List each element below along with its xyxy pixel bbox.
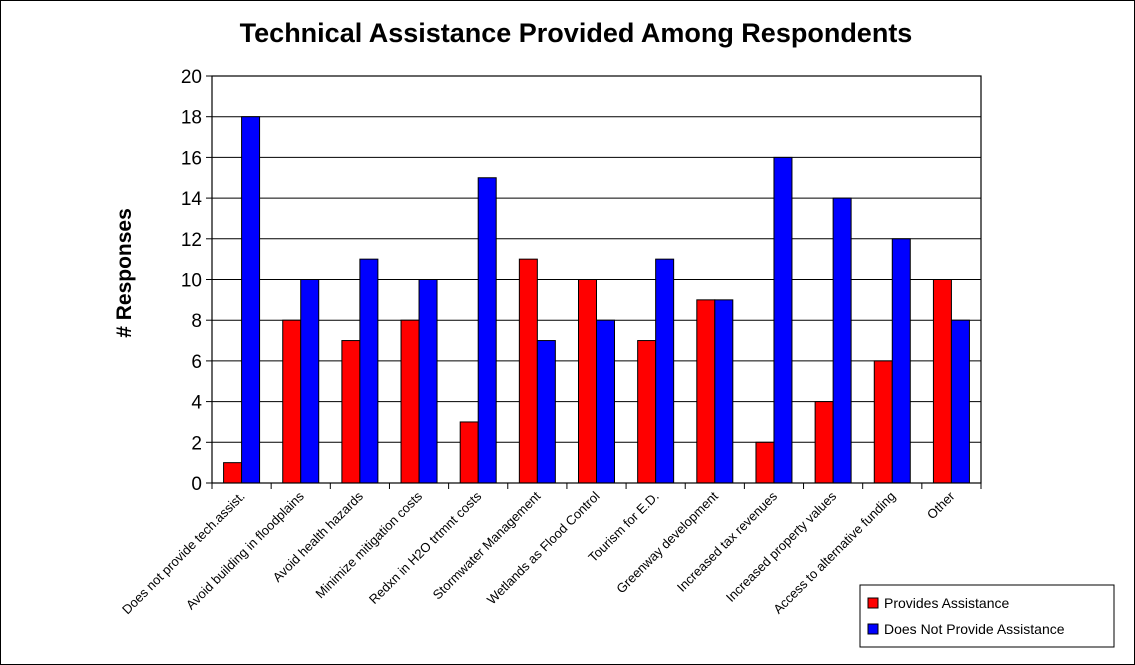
bar-does-not-provide xyxy=(477,177,497,484)
y-tick-label: 12 xyxy=(181,230,202,251)
bars xyxy=(223,116,970,484)
y-tick-label: 4 xyxy=(191,393,202,414)
bar-does-not-provide xyxy=(241,116,261,484)
bar-provides xyxy=(400,319,420,484)
bar-does-not-provide xyxy=(359,258,379,484)
bar-does-not-provide xyxy=(891,238,911,484)
legend-swatch xyxy=(867,623,879,635)
y-tick-label: 20 xyxy=(181,67,202,88)
legend-box xyxy=(859,584,1115,648)
y-axis-label: # Responses xyxy=(113,208,136,338)
bar-provides xyxy=(459,421,479,484)
y-tick-label: 0 xyxy=(191,474,202,495)
x-category-label: Avoid building in floodplains xyxy=(183,488,307,612)
bar-provides xyxy=(696,299,716,484)
bar-does-not-provide xyxy=(950,319,970,484)
x-category-labels: Does not provide tech.assist.Avoid build… xyxy=(119,488,958,617)
x-category-label: Other xyxy=(924,488,958,522)
y-tick-label: 14 xyxy=(181,189,203,210)
bar-provides xyxy=(637,340,657,484)
bar-does-not-provide xyxy=(714,299,734,484)
legend-swatch xyxy=(867,597,879,609)
x-category-label: Increased tax revenues xyxy=(674,488,781,595)
x-category-label: Wetlands as Flood Control xyxy=(484,488,603,607)
bar-provides xyxy=(814,401,834,484)
y-tick-label: 8 xyxy=(191,311,202,332)
chart-title: Technical Assistance Provided Among Resp… xyxy=(240,18,913,48)
bar-provides xyxy=(578,279,597,484)
bar-provides xyxy=(518,258,538,484)
bar-provides xyxy=(341,340,361,484)
bar-provides xyxy=(755,441,775,484)
bar-does-not-provide xyxy=(832,197,852,484)
x-category-label: Increased property values xyxy=(723,488,840,605)
legend-label: Provides Assistance xyxy=(884,595,1009,611)
bar-does-not-provide xyxy=(300,279,320,484)
legend-label: Does Not Provide Assistance xyxy=(884,621,1065,637)
bar-provides xyxy=(223,462,243,484)
bar-does-not-provide xyxy=(536,340,556,484)
x-category-label: Minimize mitigation costs xyxy=(312,488,425,601)
y-tick-label: 2 xyxy=(191,433,202,454)
bar-does-not-provide xyxy=(596,319,615,484)
y-tick-label: 10 xyxy=(181,271,202,292)
bar-provides xyxy=(282,319,302,484)
y-tick-label: 6 xyxy=(191,352,202,373)
x-category-label: Stormwater Management xyxy=(430,488,544,602)
y-tick-label: 16 xyxy=(181,148,202,169)
y-tick-label: 18 xyxy=(181,108,202,129)
x-category-label: Greenway development xyxy=(613,488,721,596)
y-ticks: 0 2 4 6 8 10 12 14 16 18 20 xyxy=(181,67,212,495)
bar-provides xyxy=(932,279,952,484)
bar-does-not-provide xyxy=(418,279,438,484)
bar-does-not-provide xyxy=(655,258,675,484)
bar-provides xyxy=(873,360,893,484)
x-category-label: Redxn in H2O trtmnt costs xyxy=(366,488,485,607)
bar-does-not-provide xyxy=(773,156,793,484)
legend: Provides Assistance Does Not Provide Assi… xyxy=(859,584,1115,648)
x-category-label: Does not provide tech.assist. xyxy=(119,489,248,618)
